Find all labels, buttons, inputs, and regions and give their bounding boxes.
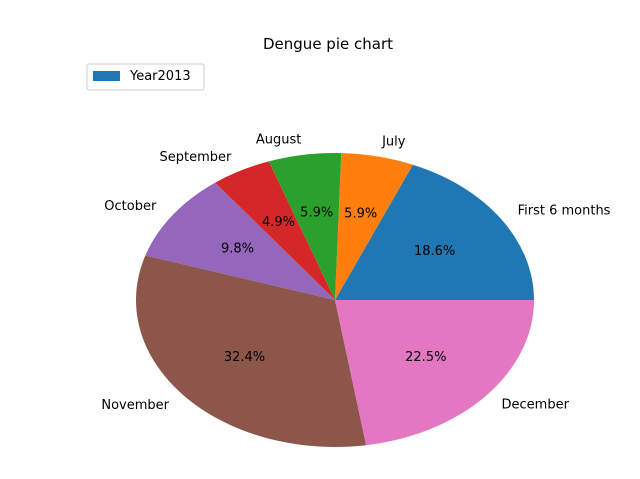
category-label-september: September — [160, 150, 233, 165]
legend-entry: Year2013 — [129, 69, 191, 84]
pie-slice-july — [335, 153, 413, 300]
legend-frame — [86, 63, 205, 91]
pct-label-october: 9.8% — [221, 242, 254, 257]
category-label-november: November — [101, 398, 169, 413]
pie-slice-december — [335, 300, 534, 446]
category-label-october: October — [104, 199, 157, 214]
pie-slice-november — [136, 255, 367, 447]
pct-label-september: 4.9% — [262, 215, 295, 230]
pct-label-first-6-months: 18.6% — [414, 244, 455, 259]
pct-label-july: 5.9% — [344, 206, 377, 221]
pie-slice-august — [268, 152, 342, 300]
category-label-december: December — [502, 398, 570, 413]
pie-labels: 18.6% First 6 months 5.9% July 5.9% August 4.9… — [101, 133, 610, 413]
pie-slice-october — [145, 182, 335, 300]
legend: Year2013 — [86, 63, 205, 91]
category-label-july: July — [381, 135, 406, 150]
chart-title: Dengue pie chart — [263, 35, 393, 53]
category-label-august: August — [256, 133, 302, 148]
pct-label-august: 5.9% — [300, 205, 333, 220]
pct-label-december: 22.5% — [405, 350, 446, 365]
pie-slice-first-6-months — [335, 164, 534, 300]
pie-slice-september — [215, 161, 335, 300]
legend-swatch — [93, 71, 120, 81]
pct-label-november: 32.4% — [224, 350, 265, 365]
pie-slices — [136, 152, 534, 447]
category-label-first-6-months: First 6 months — [518, 203, 611, 218]
